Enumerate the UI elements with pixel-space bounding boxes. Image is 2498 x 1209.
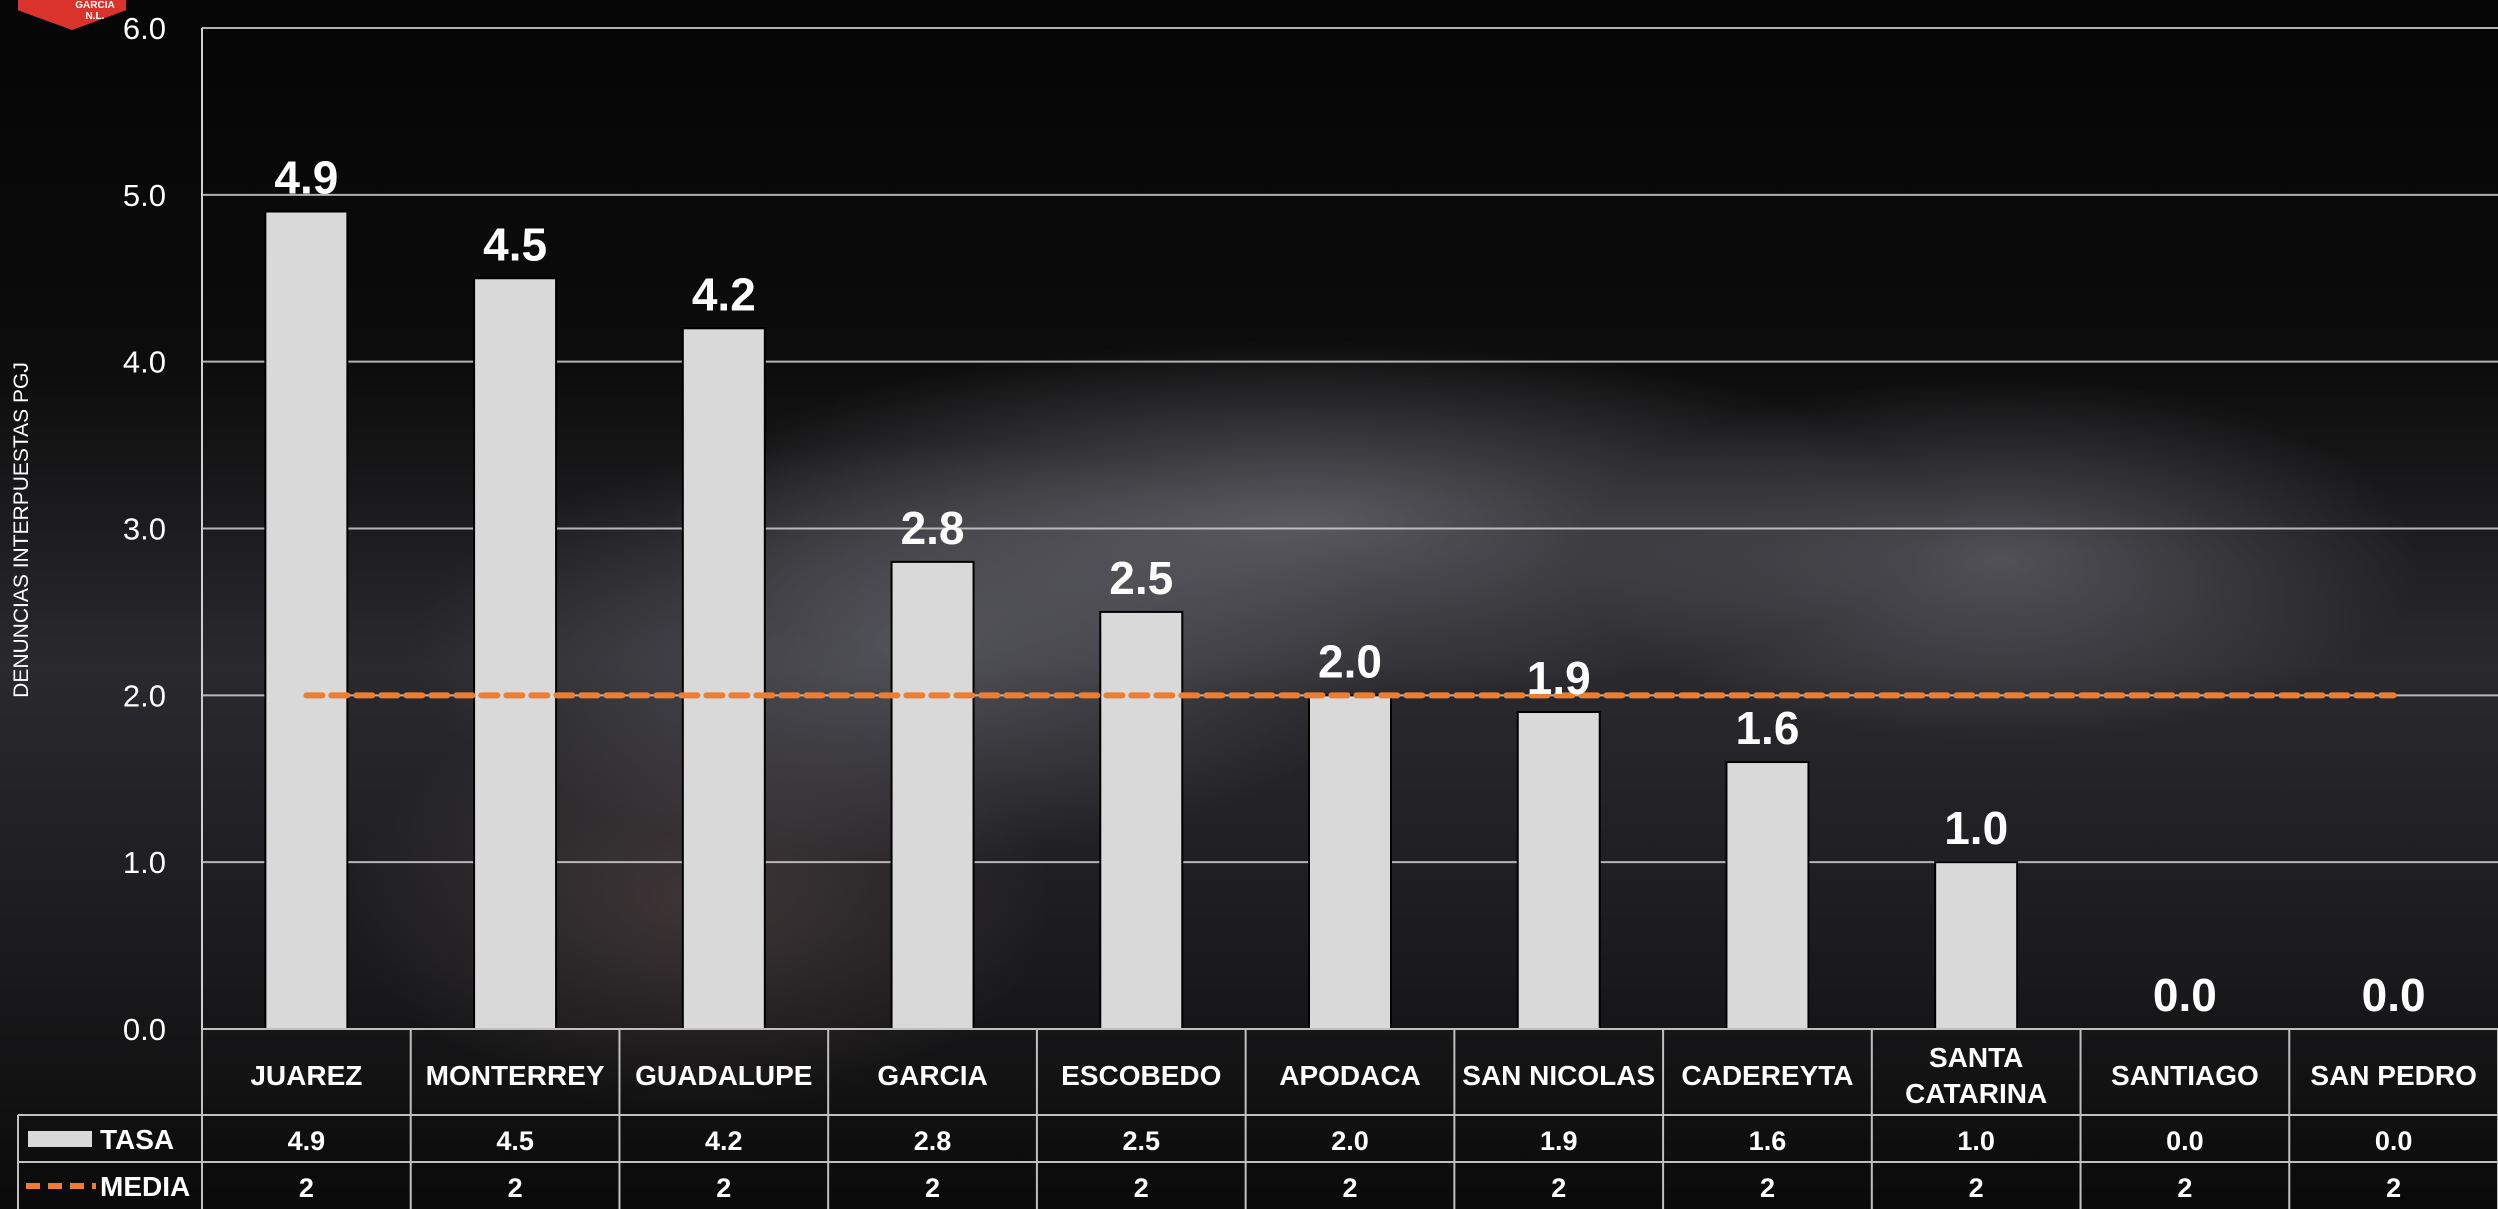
table-cell-tasa: 0.0 — [2166, 1126, 2204, 1156]
x-tick-label: GARCIA — [877, 1060, 987, 1091]
table-cell-tasa: 1.0 — [1957, 1126, 1995, 1156]
bar — [1099, 610, 1184, 1031]
data-table: JUAREZ MONTERREY GUADALUPE GARCIA ESCOBEDO AP… — [17, 1028, 2498, 1209]
data-label: 1.9 — [1527, 652, 1591, 704]
table-cell-tasa: 4.5 — [496, 1126, 534, 1156]
table-cell-media: 2 — [2177, 1173, 2192, 1203]
bar — [264, 210, 349, 1030]
bar — [1725, 761, 1810, 1030]
x-tick-label: SAN PEDRO — [2310, 1060, 2476, 1091]
y-tick-label: 5.0 — [123, 178, 166, 213]
table-cell-media: 2 — [1760, 1173, 1775, 1203]
logo-text: GARCIA N.L. — [70, 0, 120, 22]
table-cell-media: 2 — [299, 1173, 314, 1203]
y-axis: 0.0 1.0 2.0 3.0 4.0 5.0 6.0 — [123, 11, 203, 1209]
data-label: 4.9 — [274, 152, 338, 204]
table-cell-media: 2 — [1551, 1173, 1566, 1203]
table-cell-media: 2 — [925, 1173, 940, 1203]
data-labels: 4.9 4.5 4.2 2.8 2.5 2.0 1.9 1.6 1.0 0.0 0.0 — [274, 152, 2425, 1021]
x-tick-label: SANTA — [1929, 1042, 2023, 1073]
data-label: 0.0 — [2362, 969, 2426, 1021]
y-tick-label: 4.0 — [123, 345, 166, 380]
bar — [890, 560, 975, 1030]
x-tick-label: ESCOBEDO — [1061, 1060, 1221, 1091]
table-cell-tasa: 2.0 — [1331, 1126, 1369, 1156]
y-tick-label: 1.0 — [123, 845, 166, 880]
x-tick-label: SAN NICOLAS — [1462, 1060, 1655, 1091]
table-cell-media: 2 — [716, 1173, 731, 1203]
data-label: 1.6 — [1735, 702, 1799, 754]
bar — [1308, 694, 1392, 1030]
table-cell-tasa: 0.0 — [2375, 1126, 2413, 1156]
x-tick-label: MONTERREY — [426, 1060, 605, 1091]
x-tick-label: JUAREZ — [250, 1060, 362, 1091]
data-label: 2.0 — [1318, 635, 1382, 687]
y-tick-label: 2.0 — [123, 678, 166, 713]
bar — [1934, 861, 2019, 1031]
legend-key-tasa — [28, 1131, 92, 1147]
y-tick-label: 6.0 — [123, 11, 166, 46]
table-cell-media: 2 — [1969, 1173, 1984, 1203]
x-tick-label: GUADALUPE — [635, 1060, 812, 1091]
bar — [681, 327, 766, 1030]
bar — [1516, 711, 1601, 1030]
table-cell-tasa: 4.9 — [288, 1126, 326, 1156]
data-label: 2.5 — [1109, 552, 1173, 604]
table-cell-tasa: 1.9 — [1540, 1126, 1578, 1156]
bar — [473, 277, 558, 1030]
y-tick-label: 3.0 — [123, 512, 166, 547]
data-label: 0.0 — [2153, 969, 2217, 1021]
table-cell-tasa: 2.8 — [914, 1126, 952, 1156]
y-axis-label: DENUNCIAS INTERPUESTAS PGJ — [10, 362, 33, 698]
x-tick-label: SANTIAGO — [2111, 1060, 2259, 1091]
legend-label-media: MEDIA — [100, 1171, 190, 1202]
legend-label-tasa: TASA — [100, 1124, 174, 1155]
table-cell-tasa: 4.2 — [705, 1126, 743, 1156]
data-label: 2.8 — [901, 502, 965, 554]
bars — [264, 210, 2019, 1031]
logo-line2: N.L. — [85, 11, 105, 22]
table-cell-media: 2 — [1134, 1173, 1149, 1203]
table-cell-tasa: 1.6 — [1749, 1126, 1787, 1156]
table-cell-media: 2 — [2386, 1173, 2401, 1203]
data-label: 1.0 — [1944, 802, 2008, 854]
table-cell-media: 2 — [508, 1173, 523, 1203]
x-tick-label: APODACA — [1279, 1060, 1421, 1091]
x-tick-label: CADEREYTA — [1681, 1060, 1853, 1091]
data-label: 4.5 — [483, 218, 547, 270]
logo-line1: GARCIA — [75, 0, 115, 11]
y-tick-label: 0.0 — [123, 1012, 166, 1047]
x-tick-label-line2: CATARINA — [1905, 1078, 2047, 1109]
table-cell-media: 2 — [1342, 1173, 1357, 1203]
table-cell-tasa: 2.5 — [1122, 1126, 1160, 1156]
data-label: 4.2 — [692, 268, 756, 320]
